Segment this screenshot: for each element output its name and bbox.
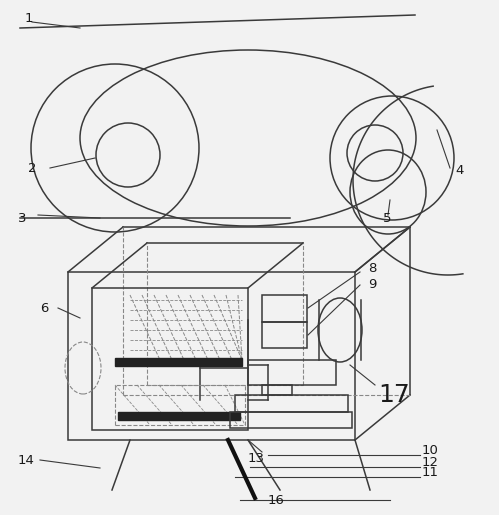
Bar — [248, 360, 336, 385]
Bar — [230, 412, 352, 428]
Text: 11: 11 — [422, 466, 439, 478]
Text: 17: 17 — [378, 383, 410, 407]
Text: 1: 1 — [25, 11, 33, 25]
Text: 14: 14 — [18, 454, 35, 467]
Bar — [262, 385, 292, 395]
Text: 4: 4 — [455, 163, 464, 177]
Bar — [235, 395, 348, 412]
Bar — [262, 295, 307, 322]
Text: 3: 3 — [18, 212, 26, 225]
Text: 9: 9 — [368, 279, 376, 291]
Text: 5: 5 — [383, 212, 392, 225]
Text: 13: 13 — [248, 452, 265, 465]
Polygon shape — [118, 412, 240, 420]
Text: 6: 6 — [40, 301, 48, 315]
Text: 10: 10 — [422, 443, 439, 456]
Text: 2: 2 — [28, 162, 36, 175]
Text: 16: 16 — [268, 493, 285, 506]
Text: 8: 8 — [368, 262, 376, 274]
Polygon shape — [115, 358, 242, 366]
Text: 12: 12 — [422, 455, 439, 469]
Bar — [262, 322, 307, 348]
